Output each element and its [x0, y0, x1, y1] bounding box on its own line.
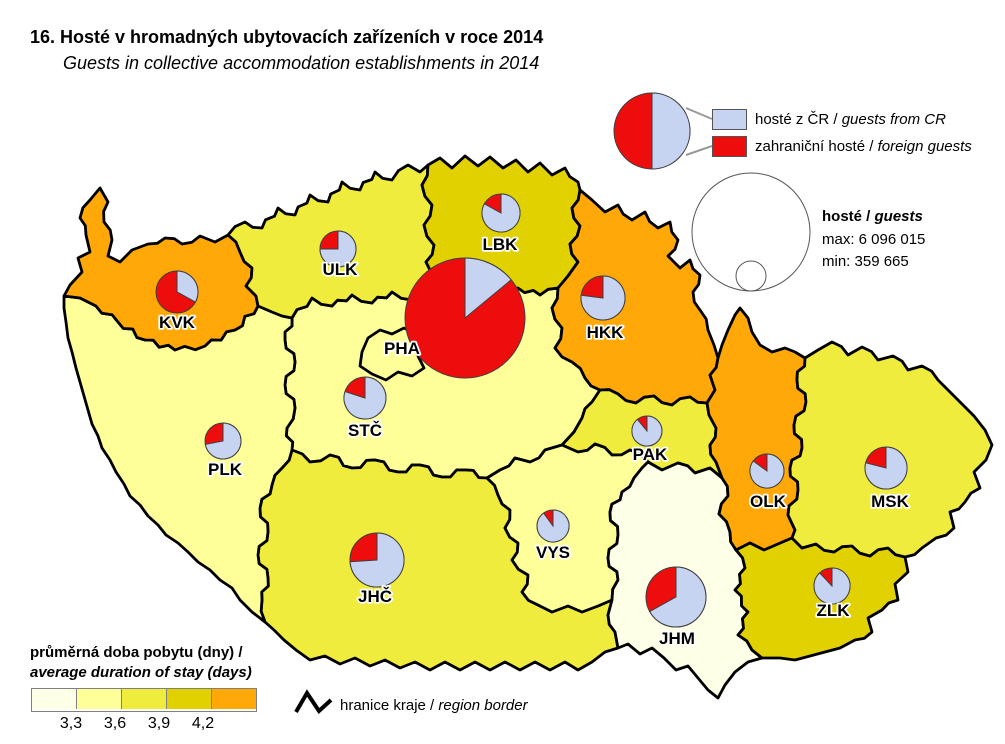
region-label-VYS: VYS: [536, 543, 570, 562]
region-label-STC: STČ: [348, 421, 382, 440]
region-label-PAK: PAK: [633, 445, 668, 464]
pie-JHC-domestic-slice: [349, 532, 405, 588]
legend-pie-domestic-slice: [651, 92, 691, 170]
pie-LBK-domestic-slice: [481, 193, 521, 233]
page-subtitle: Guests in collective accommodation estab…: [63, 53, 540, 73]
border-legend-en: region border: [438, 697, 528, 714]
region-label-OLK: OLK: [750, 492, 787, 511]
region-label-JHC: JHČ: [358, 587, 392, 606]
duration-swatch-0: [32, 689, 77, 709]
size-legend-min-circle: [735, 260, 767, 292]
pie-VYS-domestic-slice: [536, 509, 570, 543]
border-legend-cs: hranice kraje /: [340, 697, 435, 714]
size-legend-title-cs: hosté /: [822, 208, 871, 225]
duration-legend-title-cs: průměrná doba pobytu (dny) /: [30, 644, 243, 661]
pie-ZLK-domestic-slice: [813, 567, 851, 605]
legend-connector-domestic: [685, 107, 713, 120]
pie-MSK-domestic-slice: [864, 446, 908, 490]
region-label-LBK: LBK: [483, 235, 519, 254]
size-legend-title-en: guests: [874, 208, 923, 225]
duration-tick-0: 3,3: [59, 715, 83, 732]
duration-swatch-4: [212, 689, 256, 709]
foreign-guests-swatch: [712, 136, 747, 157]
duration-tick-1: 3,6: [103, 715, 127, 732]
pie-PLK-domestic-slice: [204, 422, 242, 460]
pie-KVK-domestic-slice: [176, 270, 199, 303]
domestic-label-cs: hosté z ČR /: [755, 111, 838, 128]
pie-HKK-domestic-slice: [580, 275, 626, 321]
region-label-PHA: PHA: [384, 339, 420, 358]
region-label-PLK: PLK: [208, 460, 243, 479]
pie-legend-domestic-label: hosté z ČR / guests from CR: [755, 111, 946, 130]
domestic-label-en: guests from CR: [841, 111, 946, 128]
region-border-icon: [294, 689, 333, 715]
region-label-ULK: ULK: [323, 260, 359, 279]
legend-connector-foreign: [685, 145, 713, 156]
region-label-MSK: MSK: [871, 492, 910, 511]
size-legend-max: max: 6 096 015: [822, 231, 926, 248]
border-legend-label: hranice kraje / region border: [340, 697, 528, 716]
duration-color-scale: [31, 688, 257, 712]
duration-tick-2: 3,9: [147, 715, 171, 732]
domestic-guests-swatch: [712, 109, 747, 130]
duration-swatch-3: [167, 689, 212, 709]
region-label-JHM: JHM: [659, 629, 695, 648]
pie-PAK-domestic-slice: [631, 415, 663, 447]
duration-swatch-2: [122, 689, 167, 709]
duration-swatch-1: [77, 689, 122, 709]
pie-STC-domestic-slice: [343, 376, 387, 420]
pie-PHA-domestic-slice: [464, 257, 512, 320]
size-legend-min: min: 359 665: [822, 253, 909, 270]
pie-JHM-domestic-slice: [649, 566, 707, 628]
pie-ULK-domestic-slice: [319, 230, 357, 268]
foreign-label-en: foreign guests: [877, 138, 972, 155]
duration-tick-3: 4,2: [191, 715, 215, 732]
page-title: 16. Hosté v hromadných ubytovacích zaříz…: [30, 27, 544, 47]
region-label-ZLK: ZLK: [816, 601, 850, 620]
duration-legend-title-en: average duration of stay (days): [30, 664, 252, 681]
pie-OLK-domestic-slice: [749, 453, 785, 489]
region-label-HKK: HKK: [587, 323, 625, 342]
pie-legend-foreign-label: zahraniční hosté / foreign guests: [755, 138, 972, 157]
region-label-KVK: KVK: [159, 313, 196, 332]
size-legend-title: hosté / guests: [822, 208, 923, 227]
size-legend-max-circle: [691, 172, 811, 292]
foreign-label-cs: zahraniční hosté /: [755, 138, 874, 155]
